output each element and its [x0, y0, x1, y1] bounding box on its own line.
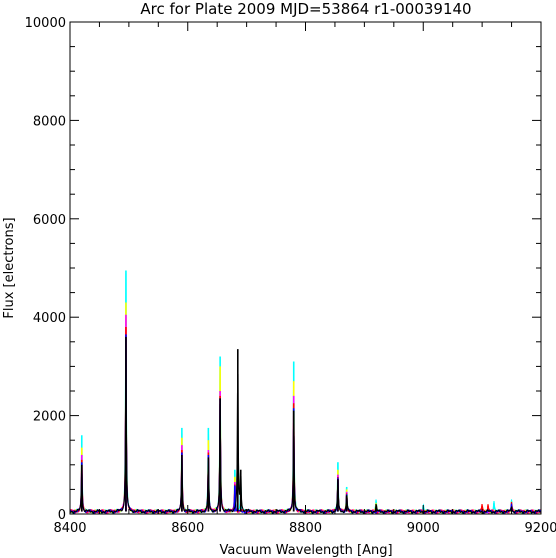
series-line: [69, 273, 542, 514]
x-tick-label: 9200: [524, 521, 556, 536]
series-line: [69, 316, 542, 514]
series-4: [69, 334, 542, 514]
series-layer: [69, 270, 542, 514]
series-2: [69, 314, 542, 514]
series-3: [69, 327, 542, 514]
y-tick-label: 0: [58, 508, 66, 523]
y-axis: 0 2000 4000 6000 8000 10000: [25, 16, 541, 523]
y-axis-label: Flux [electrons]: [2, 217, 17, 318]
chart-title: Arc for Plate 2009 MJD=53864 r1-00039140: [140, 0, 471, 18]
series-line: [69, 304, 542, 514]
x-tick-label: 8800: [289, 521, 322, 536]
series-1: [69, 302, 542, 514]
x-tick-label: 9000: [407, 521, 440, 536]
series-line: [69, 337, 542, 514]
x-axis: 8400 8600 8800 9000 9200: [53, 22, 556, 536]
series-0: [69, 270, 542, 514]
y-tick-label: 10000: [25, 16, 66, 31]
x-axis-label: Vacuum Wavelength [Ang]: [219, 543, 392, 558]
series-line: [69, 330, 542, 514]
series-line: [69, 337, 542, 514]
plot-frame: [69, 21, 542, 515]
series-5: [69, 336, 542, 514]
y-tick-label: 4000: [33, 311, 66, 326]
y-tick-label: 6000: [33, 213, 66, 228]
x-tick-label: 8600: [171, 521, 204, 536]
y-tick-label: 8000: [33, 114, 66, 129]
x-tick-label: 8400: [53, 521, 86, 536]
y-tick-label: 2000: [33, 410, 66, 425]
